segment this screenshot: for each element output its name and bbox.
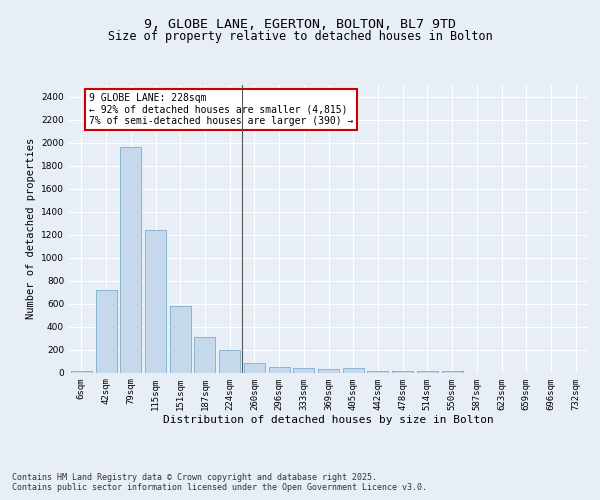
Text: 9, GLOBE LANE, EGERTON, BOLTON, BL7 9TD: 9, GLOBE LANE, EGERTON, BOLTON, BL7 9TD xyxy=(144,18,456,30)
Bar xyxy=(95,290,116,372)
Text: 9 GLOBE LANE: 228sqm
← 92% of detached houses are smaller (4,815)
7% of semi-det: 9 GLOBE LANE: 228sqm ← 92% of detached h… xyxy=(89,93,353,126)
Bar xyxy=(392,371,413,372)
Bar xyxy=(269,368,290,372)
Bar xyxy=(120,147,141,372)
Bar xyxy=(194,338,215,372)
Text: Contains HM Land Registry data © Crown copyright and database right 2025.
Contai: Contains HM Land Registry data © Crown c… xyxy=(12,472,427,492)
Bar xyxy=(293,368,314,372)
Bar xyxy=(343,368,364,372)
Bar xyxy=(145,230,166,372)
Bar xyxy=(367,371,388,372)
Text: Size of property relative to detached houses in Bolton: Size of property relative to detached ho… xyxy=(107,30,493,43)
X-axis label: Distribution of detached houses by size in Bolton: Distribution of detached houses by size … xyxy=(163,415,494,425)
Bar xyxy=(318,369,339,372)
Bar xyxy=(417,371,438,372)
Bar xyxy=(170,306,191,372)
Bar xyxy=(71,371,92,372)
Bar xyxy=(219,350,240,372)
Y-axis label: Number of detached properties: Number of detached properties xyxy=(26,138,35,320)
Bar xyxy=(244,362,265,372)
